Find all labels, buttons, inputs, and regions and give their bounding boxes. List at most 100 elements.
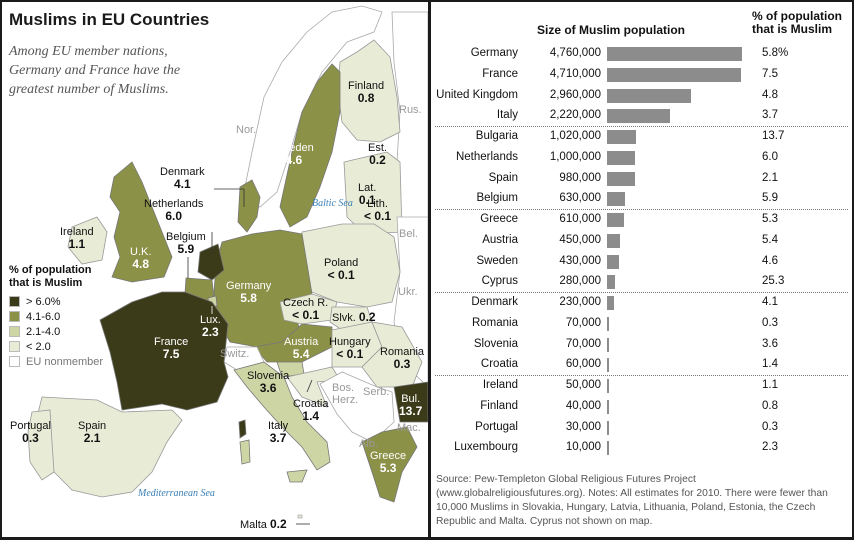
table-row: Bulgaria 1,020,000 13.7	[431, 127, 852, 148]
population-bar	[607, 67, 741, 82]
map-subtitle: Among EU member nations, Germany and Fra…	[9, 44, 181, 97]
population-bar	[607, 254, 620, 269]
map-title: Muslims in EU Countries	[9, 10, 210, 29]
table-row: Luxembourg 10,000 2.3	[431, 438, 852, 459]
netherlands-shape	[197, 243, 225, 281]
label-belarus: Bel.	[399, 228, 418, 240]
population-bar	[607, 275, 615, 290]
percent-value: 4.6	[762, 254, 778, 267]
population-value: 70,000	[565, 316, 601, 329]
population-bar	[607, 109, 670, 124]
population-bar	[607, 213, 625, 227]
population-value: 450,000	[559, 233, 601, 246]
table-row: France 4,710,000 7.5	[431, 65, 852, 86]
header-percent: % of population that is Muslim	[752, 9, 842, 36]
population-value: 630,000	[559, 192, 601, 205]
label-switzerland: Switz.	[220, 348, 250, 360]
sweden-shape	[279, 63, 341, 228]
legend-swatch	[9, 326, 20, 337]
label-herzegovina: Herz.	[332, 394, 359, 406]
table-row: Italy 2,220,000 3.7	[431, 106, 852, 127]
population-value: 4,760,000	[549, 47, 601, 59]
legend-label: > 6.0%	[26, 295, 61, 308]
label-bosnia: Bos.	[332, 382, 355, 394]
population-value: 230,000	[559, 296, 601, 308]
population-value: 430,000	[559, 254, 601, 267]
country-name: United Kingdom	[436, 88, 518, 101]
table-row: Spain 980,000 2.1	[431, 169, 852, 190]
percent-value: 4.1	[762, 296, 778, 308]
malta-shape	[297, 514, 303, 519]
label-russia: Rus.	[399, 104, 422, 116]
percent-value: 0.8	[762, 399, 778, 412]
percent-value: 5.3	[762, 213, 778, 225]
population-value: 610,000	[559, 213, 601, 225]
population-value: 4,710,000	[549, 67, 601, 80]
croatia-shape	[286, 366, 341, 408]
country-name: Ireland	[482, 379, 518, 391]
label-czech: Czech R. < 0.1	[283, 297, 329, 322]
corsica-shape	[238, 419, 247, 439]
population-bar	[607, 337, 609, 352]
country-name: Croatia	[480, 358, 518, 371]
country-name: France	[482, 67, 518, 80]
greece-shape	[361, 426, 418, 503]
country-name: Greece	[480, 213, 518, 225]
population-value: 1,020,000	[549, 130, 601, 142]
label-mediterranean-sea: Mediterranean Sea	[138, 488, 215, 499]
sardinia-shape	[239, 439, 251, 465]
population-bar	[607, 130, 636, 144]
italy-shape	[233, 361, 331, 471]
label-uk: U.K. 4.8	[130, 246, 152, 271]
finland-shape	[337, 39, 401, 143]
country-name: Belgium	[476, 192, 518, 205]
population-value: 40,000	[565, 399, 601, 412]
table-row: Germany 4,760,000 5.8%	[431, 44, 852, 65]
percent-value: 6.0	[762, 150, 778, 163]
label-italy: Italy 3.7	[268, 420, 289, 445]
table-row: Romania 70,000 0.3	[431, 314, 852, 335]
country-name: Finland	[480, 399, 518, 412]
legend-label: EU nonmember	[26, 355, 104, 368]
percent-value: 0.3	[762, 420, 778, 433]
population-value: 980,000	[559, 171, 601, 184]
legend-item: 2.1-4.0	[9, 324, 104, 339]
table-row: Sweden 430,000 4.6	[431, 252, 852, 273]
population-bar	[607, 171, 635, 186]
label-germany: Germany 5.8	[226, 280, 272, 305]
label-sweden: Sweden 4.6	[274, 142, 314, 167]
label-luxembourg: Lux. 2.3	[200, 314, 221, 339]
population-bar	[607, 399, 609, 414]
france-shape	[99, 291, 229, 411]
ireland-shape	[67, 216, 108, 265]
table-row: Denmark 230,000 4.1	[431, 293, 852, 314]
group-separator	[435, 209, 848, 210]
label-norway: Nor.	[236, 124, 257, 136]
legend-item: > 6.0%	[9, 294, 104, 309]
label-finland: Finland 0.8	[348, 80, 385, 105]
label-poland: Poland < 0.1	[324, 257, 359, 282]
percent-value: 0.3	[762, 316, 778, 329]
label-ireland: Ireland 1.1	[60, 226, 94, 251]
population-bar	[607, 316, 609, 331]
percent-value: 3.7	[762, 109, 778, 122]
population-value: 70,000	[565, 337, 601, 350]
percent-value: 5.9	[762, 192, 778, 205]
percent-value: 7.5	[762, 67, 778, 80]
percent-value: 1.1	[762, 379, 778, 391]
country-name: Netherlands	[455, 150, 518, 163]
table-row: Slovenia 70,000 3.6	[431, 335, 852, 356]
percent-value: 13.7	[762, 130, 785, 142]
group-separator	[435, 292, 848, 293]
label-denmark: Denmark 4.1	[160, 166, 205, 191]
table-row: United Kingdom 2,960,000 4.8	[431, 86, 852, 107]
table-row: Croatia 60,000 1.4	[431, 355, 852, 376]
legend-item: EU nonmember	[9, 354, 104, 369]
label-latvia: Lat. 0.1	[358, 182, 377, 207]
label-spain: Spain 2.1	[78, 420, 107, 445]
population-value: 50,000	[565, 379, 601, 391]
population-bar	[607, 441, 609, 456]
label-malta: Malta 0.2	[240, 517, 287, 531]
population-bar	[607, 296, 614, 310]
spain-shape	[36, 396, 183, 498]
